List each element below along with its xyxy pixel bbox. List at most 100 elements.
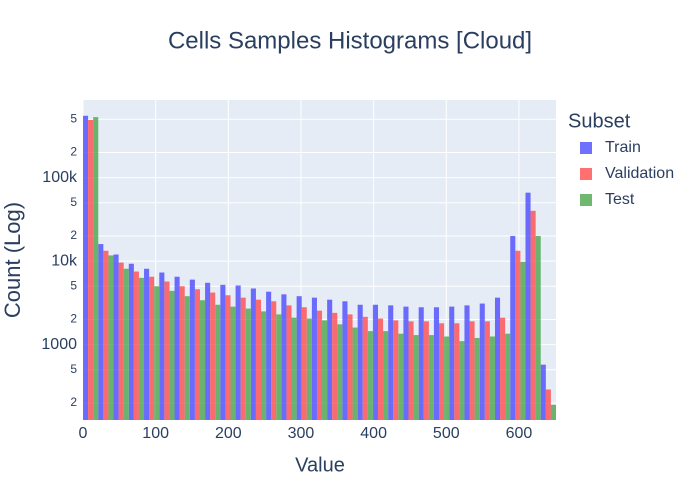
bar: [276, 314, 282, 420]
bar: [189, 279, 195, 420]
bar: [469, 321, 475, 420]
bar: [494, 297, 501, 420]
y-tick-label: 10k: [51, 252, 78, 269]
x-axis-label: Value: [295, 454, 345, 476]
bar: [194, 289, 200, 420]
bar: [83, 115, 89, 420]
bar: [423, 321, 429, 420]
chart-title: Cells Samples Histograms [Cloud]: [168, 27, 532, 54]
bar: [327, 299, 333, 420]
bar: [535, 235, 541, 420]
bar: [306, 318, 312, 420]
bar: [88, 119, 94, 420]
y-tick-label: 5: [70, 278, 77, 292]
bar: [281, 294, 287, 420]
x-tick-label: 500: [433, 425, 460, 442]
bar: [311, 297, 317, 420]
legend-swatch: [580, 168, 592, 180]
bar: [179, 286, 185, 420]
bar: [347, 314, 353, 420]
bar: [301, 307, 307, 420]
bar: [377, 318, 384, 420]
bar: [479, 303, 485, 420]
bar: [266, 291, 272, 420]
bar: [505, 333, 511, 420]
bar: [174, 276, 180, 420]
y-tick-label: 2: [70, 395, 77, 409]
x-tick-label: 200: [215, 425, 242, 442]
bar: [291, 317, 297, 420]
legend-label: Validation: [605, 165, 674, 182]
bar: [418, 307, 424, 420]
y-tick-label: 2: [70, 145, 77, 159]
y-tick-label: 2: [70, 228, 77, 242]
y-tick-label: 5: [70, 111, 77, 125]
legend-label: Test: [605, 191, 635, 208]
bar: [403, 306, 409, 420]
bar: [449, 306, 455, 420]
bar: [510, 235, 516, 420]
bar: [398, 333, 404, 420]
bar: [245, 308, 251, 420]
bar: [352, 327, 358, 420]
bar: [210, 292, 216, 420]
bar: [515, 250, 521, 420]
bar: [286, 305, 292, 420]
bar: [118, 262, 124, 420]
bar: [540, 364, 546, 420]
bar: [357, 304, 363, 420]
bar: [220, 284, 226, 420]
y-tick-label: 2: [70, 312, 77, 326]
bar: [433, 307, 440, 420]
bar: [545, 389, 551, 420]
legend-swatch: [580, 142, 592, 154]
bar: [159, 272, 165, 420]
bar: [362, 316, 368, 420]
bar: [93, 117, 99, 421]
bar: [250, 288, 256, 420]
bar: [408, 321, 414, 420]
y-tick-label: 5: [70, 195, 77, 209]
bar: [439, 323, 445, 420]
bar: [164, 281, 170, 420]
y-tick-label: 5: [70, 362, 77, 376]
bar: [550, 404, 556, 420]
bar: [225, 295, 231, 420]
y-tick-label: 1000: [41, 336, 77, 353]
bar: [489, 336, 495, 420]
bar: [464, 305, 470, 420]
bar: [342, 301, 348, 420]
bar: [199, 300, 206, 420]
bar: [235, 285, 241, 420]
bar: [393, 320, 399, 420]
bar: [123, 268, 129, 420]
bar: [454, 323, 460, 420]
bar: [108, 255, 114, 420]
bar: [413, 335, 419, 420]
bar: [215, 304, 221, 420]
bar: [530, 210, 536, 420]
bar: [459, 341, 465, 420]
bar: [98, 244, 104, 420]
x-tick-label: 400: [360, 425, 387, 442]
bar: [271, 301, 277, 420]
bar: [388, 305, 394, 420]
bar: [255, 299, 262, 420]
legend-swatch: [580, 194, 592, 206]
bar: [500, 317, 506, 420]
bar: [144, 268, 150, 420]
bar: [128, 263, 134, 420]
bar: [133, 271, 139, 420]
bar: [113, 254, 119, 420]
bar: [149, 276, 155, 420]
bar: [138, 277, 145, 420]
bar: [474, 337, 480, 420]
y-tick-label: 100k: [42, 169, 78, 186]
bar: [337, 324, 343, 420]
bar: [205, 282, 211, 420]
bar: [322, 320, 328, 420]
legend-title: Subset: [568, 110, 631, 132]
y-axis-label: Count (Log): [0, 202, 25, 318]
bar: [367, 331, 373, 420]
